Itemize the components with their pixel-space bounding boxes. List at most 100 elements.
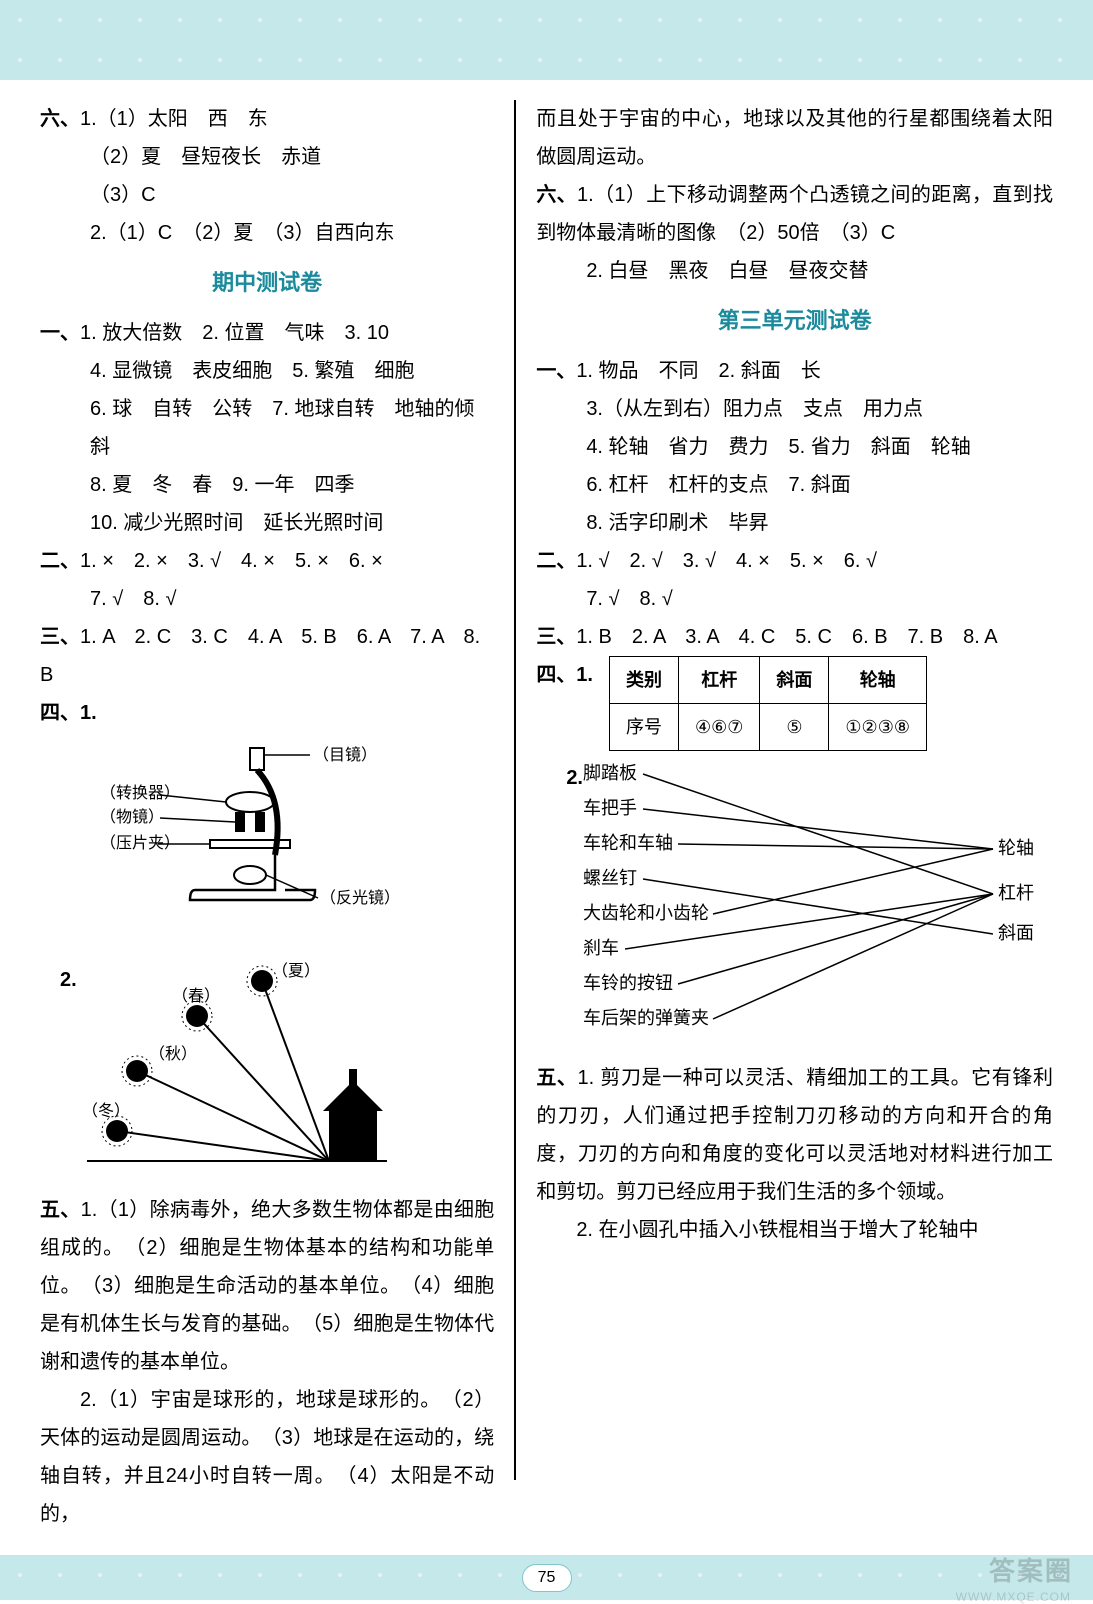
sec6-q1-text1: 1.（1）太阳 西 东: [80, 108, 268, 130]
m-l0: 脚踏板: [583, 763, 637, 783]
r-sec2-l2: 7. √ 8. √: [536, 580, 1053, 618]
sun-svg: （春） （夏） （秋） （冬）: [77, 961, 417, 1191]
page-number: 75: [522, 1564, 572, 1592]
l-sec1-label: 一、: [40, 322, 80, 344]
r-sec1-l1: 一、1. 物品 不同 2. 斜面 长: [536, 352, 1053, 390]
label-mirror: （反光镜）: [320, 888, 400, 907]
l-sec3-label: 三、: [40, 626, 80, 648]
r-sec4-label: 四、1.: [536, 656, 593, 694]
l-sec2-l2: 7. √ 8. √: [40, 580, 494, 618]
r-sec3-label: 三、: [536, 626, 576, 648]
matching-svg: 脚踏板 车把手 车轮和车轴 螺丝钉 大齿轮和小齿轮 刹车 车铃的按钮 车后架的弹…: [583, 759, 1053, 1059]
page-content: 六、1.（1）太阳 西 东 （2）夏 昼短夜长 赤道 （3）C 2.（1）C （…: [0, 80, 1093, 1540]
td-2: ⑤: [760, 703, 829, 750]
microscope-figure: （目镜） （转换器） （物镜） （压片夹）: [100, 740, 494, 953]
l-sec1-t1: 1. 放大倍数 2. 位置 气味 3. 10: [80, 322, 389, 344]
r-sec1-l4: 6. 杠杆 杠杆的支点 7. 斜面: [536, 466, 1053, 504]
label-clip: （压片夹）: [100, 834, 180, 852]
r-sec5-text: 1. 剪刀是一种可以灵活、精细加工的工具。它有锋利的刀刃，人们通过把手控制刀刃移…: [536, 1067, 1053, 1203]
l-sec1-l1: 一、1. 放大倍数 2. 位置 气味 3. 10: [40, 314, 494, 352]
th-1: 杠杆: [679, 656, 760, 703]
sec6-q1-l3: （3）C: [40, 176, 494, 214]
r-sec1-l5: 8. 活字印刷术 毕昇: [536, 504, 1053, 542]
m-l1: 车把手: [583, 798, 637, 818]
r-sec2-t1: 1. √ 2. √ 3. √ 4. × 5. × 6. √: [576, 550, 877, 572]
r-sec5: 五、1. 剪刀是一种可以灵活、精细加工的工具。它有锋利的刀刃，人们通过把手控制刀…: [536, 1059, 1053, 1211]
sun-figure-row: 2. （春） （夏） （秋）: [40, 961, 494, 1191]
l-sec1-l4: 8. 夏 冬 春 9. 一年 四季: [40, 466, 494, 504]
m-r0: 轮轴: [998, 838, 1034, 858]
l-sec1-l5: 10. 减少光照时间 延长光照时间: [40, 504, 494, 542]
r-sec3-t1: 1. B 2. A 3. A 4. C 5. C 6. B 7. B 8. A: [576, 626, 997, 648]
l-sec5: 五、1.（1）除病毒外，绝大多数生物体都是由细胞组成的。 （2）细胞是生物体基本…: [40, 1191, 494, 1381]
sun-winter: [102, 1116, 132, 1146]
label-winter: （冬）: [82, 1102, 130, 1120]
l-sec2-label: 二、: [40, 550, 80, 572]
right-column: 而且处于宇宙的中心，地球以及其他的行星都围绕着太阳做圆周运动。 六、1.（1）上…: [536, 100, 1053, 1480]
r-sec6-t1: 1.（1）上下移动调整两个凸透镜之间的距离，直到找到物体最清晰的图像 （2）50…: [536, 184, 1053, 244]
matching-row: 2. 脚踏板 车把手 车轮和车轴 螺丝钉 大齿轮和小齿轮 刹车 车铃的按钮 车后…: [536, 759, 1053, 1059]
l-sec5-2: 2.（1）宇宙是球形的，地球是球形的。 （2）天体的运动是圆周运动。 （3）地球…: [40, 1381, 494, 1533]
watermark-sub: WWW.MXQE.COM: [956, 1590, 1071, 1604]
r-sec1-label: 一、: [536, 360, 576, 382]
r-sec1-l3: 4. 轮轴 省力 费力 5. 省力 斜面 轮轴: [536, 428, 1053, 466]
r-sec1-l2: 3.（从左到右）阻力点 支点 用力点: [536, 390, 1053, 428]
l-sec4-label: 四、1.: [40, 694, 494, 732]
l-sec3-t1: 1. A 2. C 3. C 4. A 5. B 6. A 7. A 8. B: [40, 626, 480, 686]
label-eye: （目镜）: [313, 745, 377, 764]
m-l5: 刹车: [583, 938, 619, 958]
m-l6: 车铃的按钮: [583, 973, 673, 993]
r-sec6-label: 六、: [536, 184, 577, 206]
sun-spring: [182, 1001, 212, 1031]
th-0: 类别: [610, 656, 679, 703]
r-sec6-l2: 2. 白昼 黑夜 白昼 昼夜交替: [536, 252, 1053, 290]
m-r2: 斜面: [998, 923, 1034, 943]
r-cont: 而且处于宇宙的中心，地球以及其他的行星都围绕着太阳做圆周运动。: [536, 100, 1053, 176]
th-3: 轮轴: [829, 656, 927, 703]
label-obj: （物镜）: [100, 807, 164, 826]
footer-border: 75: [0, 1555, 1093, 1600]
unit3-title: 第三单元测试卷: [536, 300, 1053, 342]
r-sec1-t1: 1. 物品 不同 2. 斜面 长: [576, 360, 820, 382]
l-sec1-l2: 4. 显微镜 表皮细胞 5. 繁殖 细胞: [40, 352, 494, 390]
td-3: ①②③⑧: [829, 703, 927, 750]
watermark-main: 答案圈: [989, 1551, 1073, 1588]
l-sec2-l1: 二、1. × 2. × 3. √ 4. × 5. × 6. ×: [40, 542, 494, 580]
r-sec4-q2-label: 2.: [536, 759, 583, 797]
td-0: 序号: [610, 703, 679, 750]
midterm-title: 期中测试卷: [40, 262, 494, 304]
sec6-q1-l1: 六、1.（1）太阳 西 东: [40, 100, 494, 138]
sec6-label: 六、: [40, 108, 80, 130]
m-l2: 车轮和车轴: [583, 833, 673, 853]
r-sec5-2: 2. 在小圆孔中插入小铁棍相当于增大了轮轴中: [536, 1211, 1053, 1249]
r-sec2-label: 二、: [536, 550, 576, 572]
sec6-q1-l2: （2）夏 昼短夜长 赤道: [40, 138, 494, 176]
l-sec5-text: 1.（1）除病毒外，绝大多数生物体都是由细胞组成的。 （2）细胞是生物体基本的结…: [40, 1199, 494, 1373]
r-sec3-l1: 三、1. B 2. A 3. A 4. C 5. C 6. B 7. B 8. …: [536, 618, 1053, 656]
m-l4: 大齿轮和小齿轮: [583, 903, 709, 923]
label-turner: （转换器）: [100, 784, 180, 802]
label-spring: （春）: [172, 987, 220, 1005]
l-sec3-l1: 三、1. A 2. C 3. C 4. A 5. B 6. A 7. A 8. …: [40, 618, 494, 694]
r-sec6: 六、1.（1）上下移动调整两个凸透镜之间的距离，直到找到物体最清晰的图像 （2）…: [536, 176, 1053, 252]
microscope-svg: （目镜） （转换器） （物镜） （压片夹）: [100, 740, 400, 940]
l-sec1-l3: 6. 球 自转 公转 7. 地球自转 地轴的倾斜: [40, 390, 494, 466]
column-divider: [514, 100, 516, 1480]
m-r1: 杠杆: [998, 883, 1034, 903]
td-1: ④⑥⑦: [679, 703, 760, 750]
left-column: 六、1.（1）太阳 西 东 （2）夏 昼短夜长 赤道 （3）C 2.（1）C （…: [40, 100, 494, 1480]
category-table: 类别 杠杆 斜面 轮轴 序号 ④⑥⑦ ⑤ ①②③⑧: [609, 656, 927, 751]
l-sec4-q2-label: 2.: [60, 961, 77, 999]
top-decorative-border: [0, 0, 1093, 80]
label-autumn: （秋）: [149, 1045, 197, 1063]
l-sec2-t1: 1. × 2. × 3. √ 4. × 5. × 6. ×: [80, 550, 383, 572]
label-summer: （夏）: [272, 962, 320, 980]
m-l7: 车后架的弹簧夹: [583, 1008, 709, 1028]
l-sec5-label: 五、: [40, 1199, 81, 1221]
sun-autumn: [122, 1056, 152, 1086]
r-sec5-label: 五、: [536, 1067, 577, 1089]
th-2: 斜面: [760, 656, 829, 703]
sec6-q2: 2.（1）C （2）夏 （3）自西向东: [40, 214, 494, 252]
r-sec2-l1: 二、1. √ 2. √ 3. √ 4. × 5. × 6. √: [536, 542, 1053, 580]
table-data-row: 序号 ④⑥⑦ ⑤ ①②③⑧: [610, 703, 927, 750]
